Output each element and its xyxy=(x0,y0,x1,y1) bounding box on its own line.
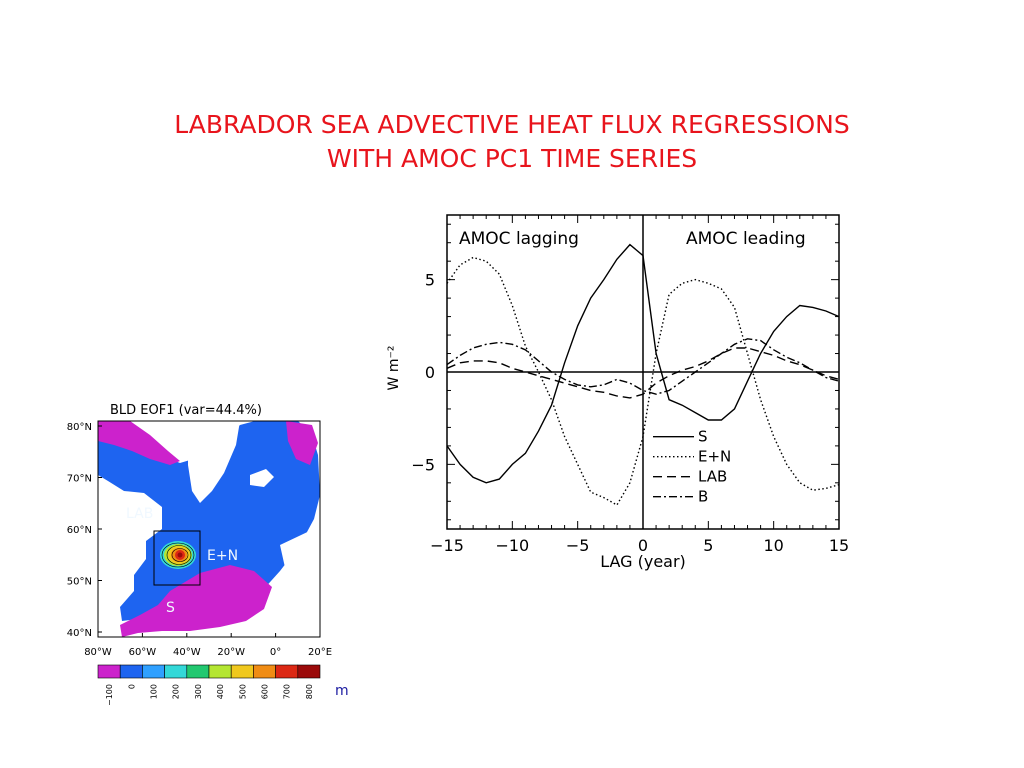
colorbar-swatch xyxy=(97,664,121,679)
x-tick-label: −15 xyxy=(430,536,464,555)
colorbar-tick-label: −100 xyxy=(105,684,114,706)
colorbar-swatch xyxy=(119,664,143,679)
y-tick-label: 5 xyxy=(425,271,435,290)
legend-label: B xyxy=(698,488,708,506)
negative-magenta-east xyxy=(286,421,318,465)
x-tick-label: −10 xyxy=(495,536,529,555)
legend-label: S xyxy=(698,428,708,446)
x-axis-label: LAG (year) xyxy=(600,552,686,571)
region-label-lab: LAB xyxy=(126,506,153,522)
land-white-greenland xyxy=(188,421,240,503)
annotation-amoc-lagging: AMOC lagging xyxy=(459,229,579,249)
colorbar-swatch xyxy=(275,664,299,679)
series-group xyxy=(446,243,840,506)
map-x-tick-labels: 80°W 60°W 40°W 20°W 0° 20°E xyxy=(84,633,332,658)
colorbar-tick-label: 500 xyxy=(238,684,247,699)
colorbar-swatch xyxy=(186,664,210,679)
x-tick-label: 0 xyxy=(638,536,648,555)
y-tick-label: −5 xyxy=(411,455,435,474)
colorbar-tick-label: 800 xyxy=(305,684,314,699)
map-y-tick-label: 40°N xyxy=(67,628,92,639)
map-title: BLD EOF1 (var=44.4%) xyxy=(110,403,262,418)
colorbar-swatch xyxy=(142,664,165,679)
map-x-tick-label: 20°W xyxy=(217,647,245,658)
negative-magenta-north xyxy=(98,421,180,465)
colorbar-tick-label: 400 xyxy=(216,684,225,699)
colorbar-swatch xyxy=(208,664,232,679)
colorbar-swatch xyxy=(164,664,188,679)
x-tick-label: 10 xyxy=(763,536,783,555)
series-line-b xyxy=(446,338,840,395)
bld-eof1-map: BLD EOF1 (var=44.4%) LAB E+N S 80°N 70°N 6… xyxy=(67,403,332,706)
x-tick-label: 15 xyxy=(829,536,849,555)
colorbar-tick-label: 100 xyxy=(150,684,159,699)
series-line-lab xyxy=(446,347,840,399)
legend-label: LAB xyxy=(698,468,727,486)
colorbar-tick-label: 200 xyxy=(172,684,181,699)
tick-labels: −15 −10 −5 0 5 10 15 −5 0 5 xyxy=(411,271,849,555)
map-y-tick-label: 80°N xyxy=(67,422,92,433)
map-x-tick-label: 20°E xyxy=(308,647,332,658)
map-y-tick-label: 60°N xyxy=(67,525,92,536)
title-line-2: WITH AMOC PC1 TIME SERIES xyxy=(326,144,698,173)
region-label-en: E+N xyxy=(207,548,238,564)
negative-magenta-south xyxy=(120,565,272,637)
map-x-tick-label: 40°W xyxy=(173,647,201,658)
land-white-iceland xyxy=(250,469,274,487)
map-colorbar: −100 0 100 200 300 400 500 600 700 800 xyxy=(97,664,321,706)
colorbar-swatch xyxy=(297,664,321,679)
map-y-tick-label: 70°N xyxy=(67,474,92,485)
legend: S E+N LAB B xyxy=(653,428,731,506)
positive-contour-center xyxy=(160,541,196,569)
slide-title: LABRADOR SEA ADVECTIVE HEAT FLUX REGRESS… xyxy=(0,108,1024,176)
heat-flux-lag-chart: −15 −10 −5 0 5 10 15 −5 0 5 AMOC lagging AMOC lea… xyxy=(386,214,849,571)
zero-lines xyxy=(447,215,839,529)
legend-label: E+N xyxy=(698,448,731,466)
annotation-amoc-leading: AMOC leading xyxy=(686,229,806,249)
map-field xyxy=(97,420,321,638)
x-tick-label: 5 xyxy=(703,536,713,555)
colorbar-unit-label: m xyxy=(335,683,349,699)
series-line-en xyxy=(446,256,840,506)
colorbar-tick-label: 0 xyxy=(127,684,136,689)
map-y-tick-labels: 80°N 70°N 60°N 50°N 40°N xyxy=(67,422,102,639)
map-x-tick-label: 60°W xyxy=(129,647,157,658)
land-white-europe xyxy=(272,527,320,637)
map-x-tick-label: 0° xyxy=(270,647,281,658)
axis-ticks xyxy=(446,215,840,529)
series-line-s xyxy=(446,243,840,484)
colorbar-tick-label: 600 xyxy=(261,684,270,699)
lab-box xyxy=(153,530,201,586)
title-line-1: LABRADOR SEA ADVECTIVE HEAT FLUX REGRESS… xyxy=(174,110,850,139)
colorbar-tick-label: 700 xyxy=(283,684,292,699)
colorbar-tick-label: 300 xyxy=(194,684,203,699)
colorbar-swatch xyxy=(253,664,276,679)
colorbar-swatch xyxy=(230,664,254,679)
x-tick-label: −5 xyxy=(566,536,590,555)
y-axis-label: W m⁻² xyxy=(386,346,402,391)
y-tick-label: 0 xyxy=(425,363,435,382)
map-x-tick-label: 80°W xyxy=(84,647,112,658)
map-y-tick-label: 50°N xyxy=(67,577,92,588)
region-label-s: S xyxy=(166,600,175,616)
